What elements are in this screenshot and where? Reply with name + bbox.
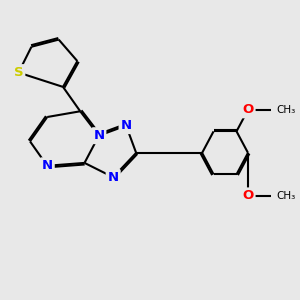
Text: O: O [242,103,253,116]
Text: N: N [93,129,104,142]
Text: CH₃: CH₃ [276,191,295,201]
Text: S: S [14,66,23,79]
Text: N: N [121,119,132,132]
Text: N: N [108,171,119,184]
Text: O: O [242,189,253,203]
Text: CH₃: CH₃ [276,105,295,115]
Text: N: N [42,159,53,172]
